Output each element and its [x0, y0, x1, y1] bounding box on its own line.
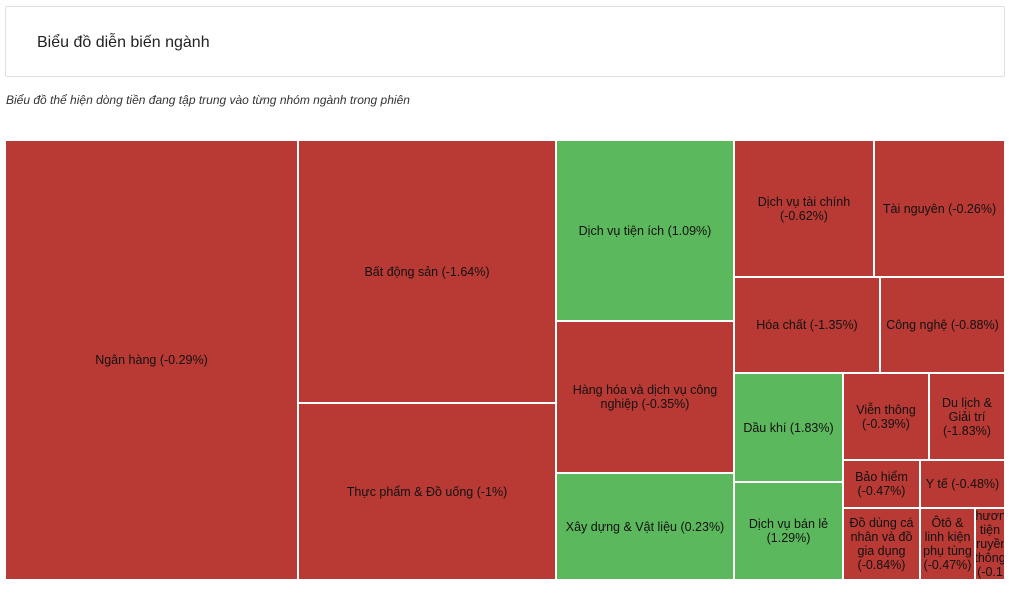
treemap-tile[interactable]: Ôtô & linh kiện phụ tùng (-0.47%): [920, 508, 975, 580]
treemap-tile[interactable]: Y tế (-0.48%): [920, 460, 1005, 508]
chart-subtitle: Biểu đồ thể hiện dòng tiền đang tập trun…: [6, 93, 410, 107]
treemap-tile-label: Tài nguyên (-0.26%): [882, 201, 997, 216]
header-card: Biểu đồ diễn biến ngành: [5, 6, 1005, 77]
treemap-tile[interactable]: Phương tiện truyền thông (-0.1: [975, 508, 1005, 580]
treemap-tile[interactable]: Dầu khí (1.83%): [734, 373, 843, 482]
treemap-tile[interactable]: Hàng hóa và dịch vụ công nghiệp (-0.35%): [556, 321, 734, 473]
treemap-tile-label: Bất động sản (-1.64%): [364, 264, 490, 279]
treemap-tile[interactable]: Tài nguyên (-0.26%): [874, 140, 1005, 277]
treemap-tile-label: Công nghệ (-0.88%): [886, 318, 999, 332]
treemap-tile-label: Y tế (-0.48%): [925, 477, 1000, 491]
treemap-tile[interactable]: Công nghệ (-0.88%): [880, 277, 1005, 373]
treemap-tile-label: Dịch vụ tiện ích (1.09%): [578, 223, 712, 238]
treemap-tile[interactable]: Dịch vụ bán lẻ (1.29%): [734, 482, 843, 580]
treemap-tile-label: Đồ dùng cá nhân và đồ gia dụng (-0.84%): [849, 516, 914, 572]
treemap-tile[interactable]: Thực phẩm & Đồ uống (-1%): [298, 403, 556, 580]
treemap-tile-label: Du lịch & Giải trí (-1.83%): [941, 395, 993, 438]
treemap-tile-label: Phương tiện truyền thông (-0.1: [975, 509, 1005, 579]
treemap-tile-label: Xây dựng & Vật liệu (0.23%): [565, 519, 725, 534]
treemap-tile[interactable]: Dịch vụ tiện ích (1.09%): [556, 140, 734, 321]
treemap-tile[interactable]: Xây dựng & Vật liệu (0.23%): [556, 473, 734, 580]
treemap-tile[interactable]: Du lịch & Giải trí (-1.83%): [929, 373, 1005, 460]
treemap-tile-label: Hóa chất (-1.35%): [756, 318, 858, 332]
treemap-tile-label: Ôtô & linh kiện phụ tùng (-0.47%): [923, 516, 972, 572]
treemap-tile-label: Ngân hàng (-0.29%): [95, 353, 208, 367]
treemap-tile-label: Viễn thông (-0.39%): [856, 402, 916, 431]
page-title: Biểu đồ diễn biến ngành: [37, 34, 210, 51]
treemap-tile-label: Dầu khí (1.83%): [743, 420, 834, 435]
treemap-tile[interactable]: Viễn thông (-0.39%): [843, 373, 929, 460]
treemap-tile[interactable]: Bảo hiểm (-0.47%): [843, 460, 920, 508]
treemap-tile-label: Dịch vụ tài chính (-0.62%): [757, 194, 851, 223]
treemap-tile[interactable]: Dịch vụ tài chính (-0.62%): [734, 140, 874, 277]
treemap-tile[interactable]: Đồ dùng cá nhân và đồ gia dụng (-0.84%): [843, 508, 920, 580]
treemap-tile-label: Dịch vụ bán lẻ (1.29%): [748, 517, 829, 545]
treemap-tile-label: Hàng hóa và dịch vụ công nghiệp (-0.35%): [572, 383, 718, 411]
treemap-tile[interactable]: Hóa chất (-1.35%): [734, 277, 880, 373]
treemap-tile[interactable]: Bất động sản (-1.64%): [298, 140, 556, 403]
treemap-tile-label: Thực phẩm & Đồ uống (-1%): [346, 484, 508, 499]
treemap-tile[interactable]: Ngân hàng (-0.29%): [5, 140, 298, 580]
treemap-tile-label: Bảo hiểm (-0.47%): [855, 470, 908, 498]
